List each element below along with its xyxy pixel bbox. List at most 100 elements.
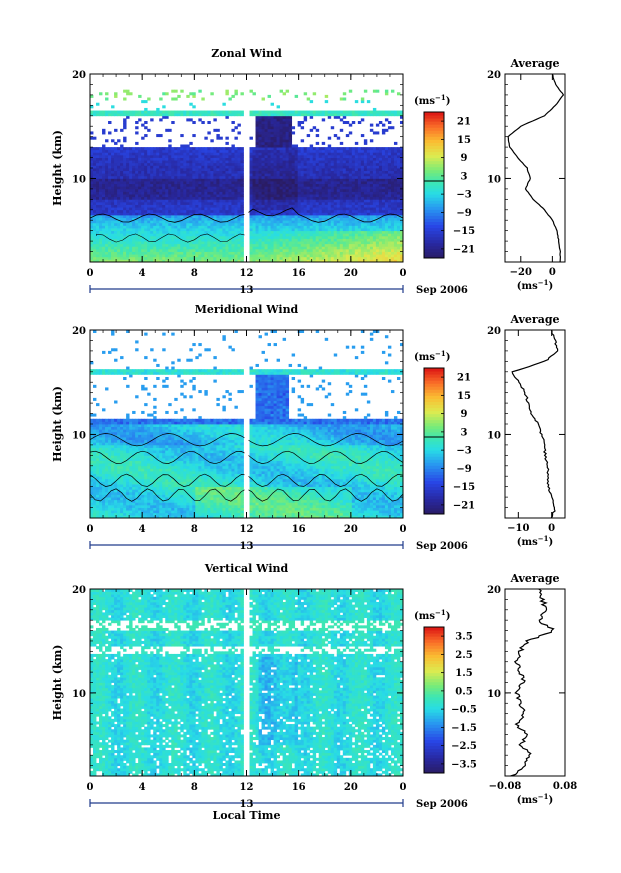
heatmap-cell [321,141,326,145]
heatmap-cell [159,170,163,174]
heatmap-cell [210,225,214,229]
heatmap-cell [147,186,151,190]
heatmap-cell [90,165,94,169]
heatmap-cell [174,228,178,232]
heatmap-cell [390,89,395,93]
heatmap-cell [186,215,190,219]
heatmap-cell [261,118,265,122]
heatmap-cell [354,154,359,158]
heatmap-cell [279,121,284,125]
heatmap-cell [273,243,277,247]
heatmap-cell [144,230,148,234]
heatmap-cell [360,110,365,114]
heatmap-cell [216,188,220,192]
heatmap-cell [174,233,178,237]
heatmap-cell [297,251,302,255]
heatmap-cell [351,165,356,169]
heatmap-cell [276,131,281,135]
heatmap-cell [147,201,151,205]
heatmap-cell [102,233,106,237]
heatmap-cell [231,110,235,114]
heatmap-cell [132,207,136,211]
heatmap-cell [300,241,305,245]
heatmap-cell [219,207,223,211]
heatmap-cell [213,168,217,172]
heatmap-cell [291,222,296,226]
heatmap-cell [336,248,341,252]
heatmap-cell [393,157,398,161]
heatmap-cell [255,160,259,164]
heatmap-cell [276,160,281,164]
heatmap-cell [384,215,389,219]
heatmap-cell [234,238,238,242]
heatmap-cell [264,113,268,117]
heatmap-cell [339,199,344,203]
heatmap-cell [186,94,190,98]
heatmap-cell [90,251,94,255]
heatmap-cell [102,168,106,172]
heatmap-cell [207,121,211,125]
heatmap-cell [387,251,392,255]
heatmap-cell [204,222,208,226]
heatmap-cell [126,235,130,239]
heatmap-cell [141,207,145,211]
heatmap-cell [198,220,202,224]
heatmap-cell [324,152,329,156]
heatmap-cell [96,251,100,255]
heatmap-cell [294,233,299,237]
heatmap-cell [147,220,151,224]
heatmap-cell [279,131,284,135]
heatmap-cell [297,165,302,169]
heatmap-cell [297,183,302,187]
heatmap-cell [192,215,196,219]
heatmap-cell [306,243,311,247]
heatmap-cell [258,178,262,182]
heatmap-cell [114,220,118,224]
heatmap-cell [279,126,284,130]
heatmap-cell [150,147,154,151]
heatmap-cell [318,238,323,242]
heatmap-cell [252,162,256,166]
heatmap-cell [141,194,145,198]
heatmap-cell [156,228,160,232]
heatmap-cell [300,243,305,247]
heatmap-cell [378,220,383,224]
heatmap-cell [216,173,220,177]
heatmap-cell [192,154,196,158]
heatmap-cell [180,152,184,156]
heatmap-cell [273,170,277,174]
heatmap-cell [120,209,124,213]
heatmap-cell [384,160,389,164]
heatmap-cell [318,222,323,226]
heatmap-cell [303,196,308,200]
heatmap-cell [267,162,271,166]
heatmap-cell [249,217,253,221]
heatmap-cell [141,233,145,237]
heatmap-cell [96,201,100,205]
heatmap-cell [189,191,193,195]
heatmap-cell [372,89,377,93]
heatmap-cell [111,152,115,156]
heatmap-cell [198,235,202,239]
heatmap-cell [183,173,187,177]
heatmap-cell [165,157,169,161]
heatmap-cell [141,212,145,216]
heatmap-cell [129,235,133,239]
heatmap-cell [303,118,308,122]
heatmap-cell [303,222,308,226]
heatmap-cell [291,220,296,224]
heatmap-cell [234,152,238,156]
heatmap-cell [90,241,94,245]
heatmap-cell [258,217,262,221]
heatmap-cell [312,215,317,219]
heatmap-cell [312,251,317,255]
heatmap-cell [207,217,211,221]
heatmap-cell [276,254,281,258]
heatmap-cell [357,173,362,177]
heatmap-cell [207,178,211,182]
heatmap-cell [120,178,124,182]
heatmap-cell [117,160,121,164]
heatmap-cell [240,201,244,205]
heatmap-cell [177,235,181,239]
heatmap-cell [117,149,121,153]
